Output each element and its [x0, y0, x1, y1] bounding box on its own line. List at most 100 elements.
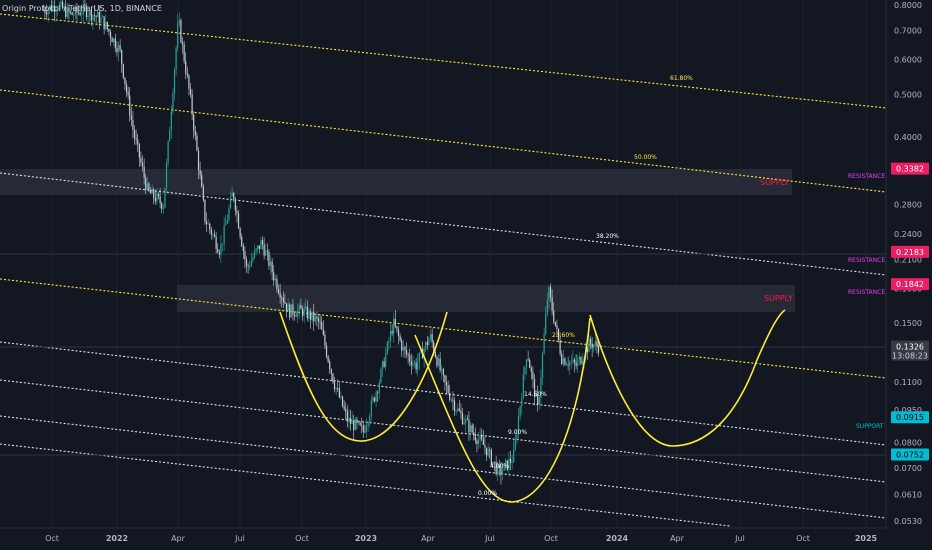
candle-body: [237, 213, 240, 229]
price-tick: 0.0800: [894, 439, 922, 448]
candle-body: [202, 186, 204, 200]
candle-body: [458, 408, 460, 411]
candle-body: [509, 458, 512, 463]
candle-body: [500, 467, 502, 475]
candle-body: [79, 12, 81, 16]
candle-body: [407, 354, 409, 356]
candle-body: [597, 345, 600, 353]
candle-body: [316, 316, 318, 319]
candle-body: [301, 308, 304, 316]
candle-body: [127, 91, 129, 96]
candle-body: [562, 358, 564, 365]
candle-body: [337, 388, 339, 389]
candle-body: [234, 199, 236, 211]
fib-line-618: [0, 13, 887, 109]
candle-body: [161, 202, 163, 209]
candle-body: [482, 439, 484, 445]
candle-body: [196, 135, 198, 151]
fib-line-090: [0, 379, 887, 483]
candle-body: [442, 368, 444, 376]
candle-body: [162, 207, 164, 209]
candle-body: [565, 364, 568, 366]
fib-label-040: 4.00%: [490, 463, 509, 470]
svg-text:0.0752: 0.0752: [896, 450, 924, 459]
grid: [51, 0, 867, 528]
candle-body: [217, 248, 219, 253]
candle-body: [489, 449, 491, 451]
candle-body: [549, 287, 552, 298]
candle-body: [164, 187, 166, 208]
candle-body: [82, 4, 84, 15]
candle-body: [402, 347, 404, 351]
candle-body: [393, 318, 395, 334]
candle-body: [378, 382, 380, 393]
candle-body: [386, 342, 388, 354]
price-tick: 0.6000: [894, 56, 922, 65]
candle-body: [229, 196, 232, 209]
candle-body: [81, 14, 83, 16]
candle-body: [330, 369, 332, 374]
candle-body: [117, 45, 120, 53]
candle-body: [375, 392, 377, 402]
time-axis[interactable]: Oct 2022 Apr Jul Oct 2023 Apr Jul Oct 2024 Apr Jul O…: [0, 527, 886, 543]
candle-body: [281, 297, 283, 299]
candle-body: [439, 358, 441, 371]
candle-body: [191, 94, 193, 115]
candle-body: [511, 462, 513, 463]
candle-body: [201, 175, 203, 187]
candle-body: [498, 464, 500, 468]
candle-body: [129, 95, 131, 116]
candle-body: [577, 360, 579, 367]
candle-body: [351, 420, 353, 424]
candle-body: [381, 361, 384, 370]
candle-body: [466, 419, 468, 421]
candle-body: [47, 9, 49, 15]
candle-body: [77, 12, 80, 14]
candle-body: [287, 304, 289, 311]
supply-label-upper: SUPPLY: [760, 178, 789, 187]
price-tick: 0.8000: [894, 1, 922, 10]
candle-body: [271, 261, 273, 273]
candle-body: [220, 244, 222, 255]
candle-body: [279, 292, 281, 298]
candle-body: [548, 287, 550, 300]
candle-body: [245, 259, 248, 266]
candle-body: [572, 359, 574, 362]
candle-body: [557, 328, 560, 341]
candle-body: [132, 119, 134, 130]
candle-body: [553, 310, 555, 322]
candle-body: [476, 440, 478, 444]
candle-body: [404, 347, 406, 350]
candle-body: [153, 189, 155, 198]
candle-body: [329, 361, 331, 370]
candle-body: [423, 349, 425, 359]
candle-body: [399, 336, 401, 341]
candle-body: [223, 225, 225, 244]
candle-body: [410, 360, 412, 366]
price-tag: 0.1842: [891, 278, 929, 291]
candle-body: [260, 240, 262, 249]
candle-body: [578, 356, 580, 361]
candle-body: [433, 342, 435, 352]
candle-body: [546, 299, 548, 314]
candle-body: [541, 353, 544, 378]
candle-body: [343, 406, 345, 409]
time-label: Apr: [670, 534, 685, 543]
svg-text:0.1842: 0.1842: [896, 280, 924, 289]
candle-body: [362, 425, 364, 432]
candle-body: [148, 183, 150, 191]
candle-body: [445, 382, 448, 386]
candle-body: [434, 351, 436, 358]
candle-body: [503, 463, 505, 471]
candle-body: [52, 5, 54, 11]
candle-body: [66, 7, 68, 17]
candle-body: [409, 355, 411, 361]
candle-body: [497, 464, 499, 475]
candle-body: [257, 245, 259, 249]
candle-body: [242, 246, 244, 252]
fib-line-146: [0, 341, 887, 446]
price-tag: 0.2183: [891, 245, 929, 258]
candle-body: [314, 316, 316, 322]
price-axis[interactable]: 0.80000.70000.60000.50000.40000.34000.28…: [885, 0, 932, 550]
